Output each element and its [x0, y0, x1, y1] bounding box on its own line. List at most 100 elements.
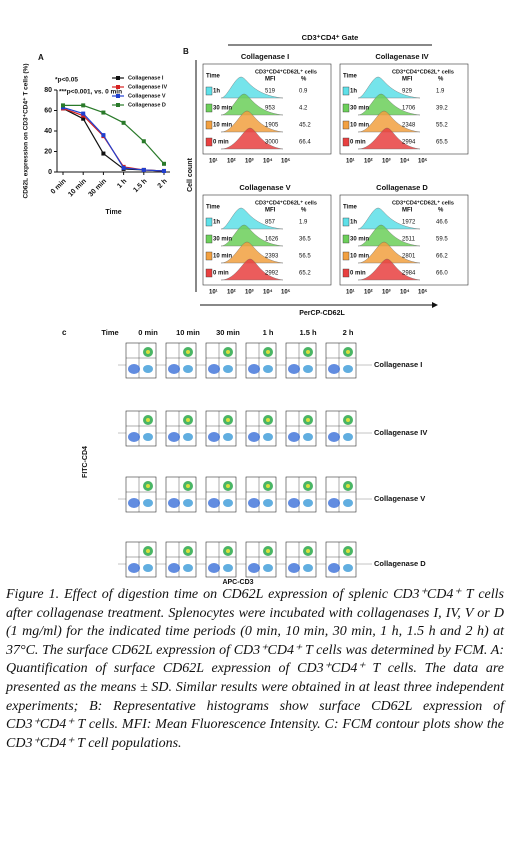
row-label: 30 min	[350, 106, 369, 112]
column-label: 1 h	[263, 328, 274, 337]
marker	[81, 113, 86, 118]
population	[183, 564, 193, 572]
population	[263, 365, 273, 373]
x-axis-label: Time	[105, 209, 121, 216]
population-core	[266, 418, 270, 422]
population	[183, 365, 193, 373]
row-swatch	[205, 268, 213, 278]
population	[303, 499, 313, 507]
population	[288, 563, 300, 573]
caption: Figure 1. Effect of digestion time on CD…	[6, 586, 504, 753]
hist-frame	[339, 63, 469, 155]
hist-tick-label: 10¹	[346, 158, 355, 165]
x-axis-label: PerCP-CD62L	[299, 310, 345, 317]
column-label: 0 min	[138, 328, 158, 337]
row-label: 0 min	[213, 271, 229, 277]
caption-label: Figure 1.	[6, 587, 60, 602]
population-core	[146, 350, 150, 354]
hist-subtitle: CD3⁺CD4⁺CD62L⁺ cells	[392, 199, 454, 206]
population-core	[186, 418, 190, 422]
population	[288, 364, 300, 374]
col-header: MFI	[265, 77, 276, 83]
legend-label: Collagenase V	[128, 93, 166, 99]
x-arrowhead	[432, 302, 438, 308]
row-label: Collagenase I	[374, 360, 422, 369]
row-label: Collagenase V	[374, 494, 425, 503]
population	[183, 433, 193, 441]
mfi: 2984	[402, 271, 416, 277]
y-tick-label: 20	[44, 148, 52, 155]
legend-marker	[116, 76, 120, 80]
population	[128, 563, 140, 573]
marker	[101, 151, 106, 156]
histogram	[357, 258, 421, 281]
hist-tick-label: 10²	[227, 158, 236, 165]
row-swatch	[205, 217, 213, 227]
x-axis-label: APC-CD3	[222, 579, 253, 585]
marker	[61, 105, 65, 110]
row-label: 30 min	[213, 106, 232, 112]
x-tick-label: 1 h	[116, 178, 128, 190]
population	[168, 563, 180, 573]
population	[168, 432, 180, 442]
percent: 66.0	[436, 271, 448, 277]
percent: 65.2	[299, 271, 311, 277]
population	[143, 433, 153, 441]
row-swatch	[342, 137, 350, 147]
hist-tick-label: 10⁵	[281, 290, 291, 296]
column-label: 1.5 h	[299, 328, 317, 337]
row-swatch	[205, 234, 213, 244]
marker	[121, 120, 126, 125]
population	[303, 433, 313, 441]
population	[343, 564, 353, 572]
population-core	[306, 418, 310, 422]
population-core	[226, 484, 230, 488]
histogram	[220, 76, 284, 99]
y-tick-label: 0	[48, 169, 52, 176]
population	[303, 564, 313, 572]
population	[303, 365, 313, 373]
col-header: Time	[206, 205, 221, 211]
mfi: 1706	[402, 106, 416, 112]
legend-label: Collagenase I	[128, 75, 164, 81]
marker	[162, 168, 166, 173]
col-header: %	[301, 208, 307, 214]
percent: 36.5	[299, 237, 311, 243]
col-header: MFI	[265, 208, 276, 214]
hist-frame	[202, 63, 332, 155]
hist-subtitle: CD3⁺CD4⁺CD62L⁺ cells	[392, 68, 454, 75]
population	[288, 498, 300, 508]
population-core	[266, 549, 270, 553]
histogram	[357, 127, 421, 150]
percent: 59.5	[436, 237, 448, 243]
hist-tick-label: 10⁵	[418, 159, 428, 165]
col-header: MFI	[402, 208, 413, 214]
population-core	[346, 484, 350, 488]
hist-tick-label: 10⁴	[400, 159, 410, 165]
row-label: 0 min	[350, 271, 366, 277]
population-core	[226, 350, 230, 354]
hist-title: Collagenase I	[241, 52, 289, 61]
marker	[61, 103, 65, 108]
legend-label: Collagenase D	[128, 102, 166, 108]
mfi: 2992	[265, 271, 279, 277]
percent: 66.4	[299, 140, 311, 146]
population	[128, 432, 140, 442]
population	[263, 564, 273, 572]
row-swatch	[342, 268, 350, 278]
row-label: 10 min	[213, 254, 232, 260]
histogram	[220, 224, 284, 247]
marker	[121, 165, 126, 170]
col-header: %	[438, 77, 444, 83]
marker	[162, 161, 166, 166]
mfi: 2801	[402, 254, 416, 260]
hist-tick-label: 10²	[364, 289, 373, 296]
mfi: 1626	[265, 237, 279, 243]
marker	[81, 103, 86, 108]
percent: 56.5	[299, 254, 311, 260]
hist-tick-label: 10¹	[209, 158, 218, 165]
row-swatch	[205, 137, 213, 147]
marker	[141, 167, 146, 172]
population-core	[186, 549, 190, 553]
